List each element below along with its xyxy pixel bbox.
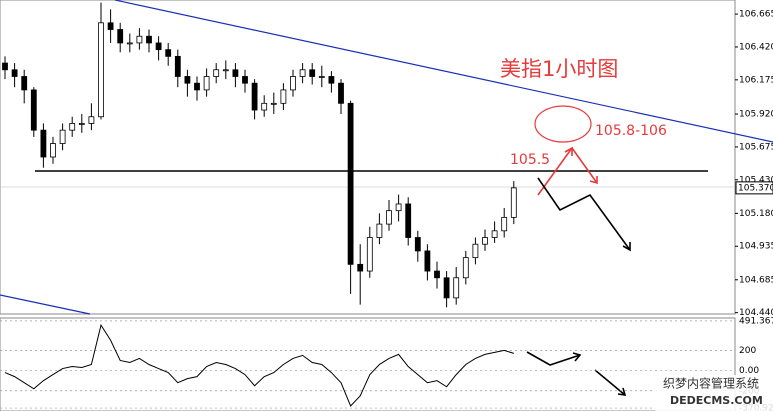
current-price-label: 105.370 <box>738 183 773 193</box>
y-tick-label: 105.430 <box>739 175 773 185</box>
candle-body <box>222 69 229 72</box>
y-tick-label: 105.180 <box>739 209 773 219</box>
candle-body <box>136 35 143 44</box>
trend-line <box>114 0 773 143</box>
y-tick-label: 105.920 <box>739 110 773 120</box>
target-ellipse <box>534 105 592 143</box>
candle-body <box>453 277 460 299</box>
candle-body <box>414 237 421 252</box>
candle-body <box>155 42 162 51</box>
chart-title: 美指1小时图 <box>500 57 618 81</box>
candle-body <box>270 102 277 105</box>
candle-body <box>40 129 47 158</box>
annotation: 105.8-106 <box>595 123 667 139</box>
candle-body <box>107 22 114 30</box>
candle-body <box>203 76 210 91</box>
candle-body <box>194 82 200 91</box>
candle-body <box>309 69 316 77</box>
candle-body <box>328 76 335 84</box>
trend-line <box>0 294 91 315</box>
candle-body <box>50 143 56 158</box>
candle-body <box>462 257 469 279</box>
candle-body <box>395 203 402 212</box>
candle-body <box>69 123 76 131</box>
candle-body <box>242 76 248 84</box>
candle-body <box>366 237 373 272</box>
candle-body <box>338 82 344 104</box>
candle-body <box>491 230 498 238</box>
candle-body <box>501 216 508 232</box>
current-price-box <box>735 181 773 195</box>
y-tick-label: 105.675 <box>739 142 773 152</box>
y-tick-label: 0.00 <box>739 366 759 376</box>
y-tick-label: 104.440 <box>739 308 773 318</box>
candle-body <box>318 76 325 78</box>
candle-body <box>59 129 66 144</box>
candle-body <box>30 89 37 131</box>
watermark: 织梦内容管理系统 <box>663 376 759 391</box>
candle-body <box>88 116 95 124</box>
candle-body <box>213 69 220 77</box>
candle-body <box>146 35 152 44</box>
candle-body <box>21 76 28 91</box>
candle-body <box>357 263 364 272</box>
y-tick-label: 491.3671 <box>739 316 773 326</box>
y-tick-label: 200 <box>739 346 756 356</box>
candle-body <box>482 237 488 245</box>
candle-body <box>232 69 239 77</box>
y-tick-label: 106.665 <box>739 10 773 20</box>
y-tick-label: 104.935 <box>739 242 773 252</box>
candle-body <box>443 277 450 299</box>
candle-body <box>184 76 191 84</box>
y-tick-label: 106.420 <box>739 42 773 52</box>
candle-body <box>299 69 306 77</box>
y-tick-label: 104.685 <box>739 275 773 285</box>
candle-body <box>386 210 392 225</box>
candle-body <box>98 22 104 118</box>
candle-body <box>165 49 172 57</box>
candle-body <box>2 62 8 71</box>
candle-body <box>174 55 181 77</box>
candle-body <box>405 203 412 238</box>
candle-body <box>261 102 268 111</box>
candle-body <box>117 29 124 44</box>
indicator-line <box>4 323 514 407</box>
candle-body <box>347 102 354 265</box>
y-tick-label: 106.175 <box>739 75 773 85</box>
watermark-bg <box>655 375 773 411</box>
candle-body <box>11 69 18 77</box>
candle-body <box>472 243 479 259</box>
candle-body <box>78 123 85 125</box>
annotation: 105.5 <box>510 152 550 168</box>
candle-body <box>251 82 258 111</box>
watermark: DEDECMS.COM <box>670 394 763 407</box>
indicator-panel <box>0 317 736 411</box>
candle-body <box>280 89 287 104</box>
candle-body <box>424 250 431 272</box>
candle-body <box>376 223 383 238</box>
candle-body <box>126 42 133 45</box>
candle-body <box>434 270 440 279</box>
candle-body <box>510 187 517 218</box>
candle-body <box>290 76 296 91</box>
